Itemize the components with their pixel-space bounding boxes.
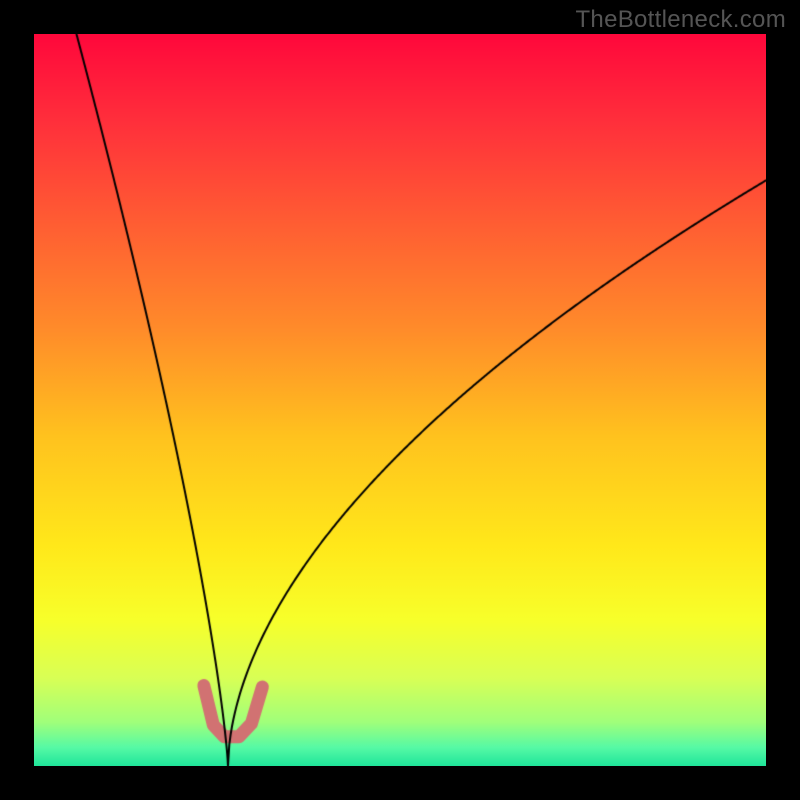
- bottleneck-curve-canvas: [0, 0, 800, 800]
- chart-root: TheBottleneck.com: [0, 0, 800, 800]
- watermark-label: TheBottleneck.com: [575, 6, 786, 34]
